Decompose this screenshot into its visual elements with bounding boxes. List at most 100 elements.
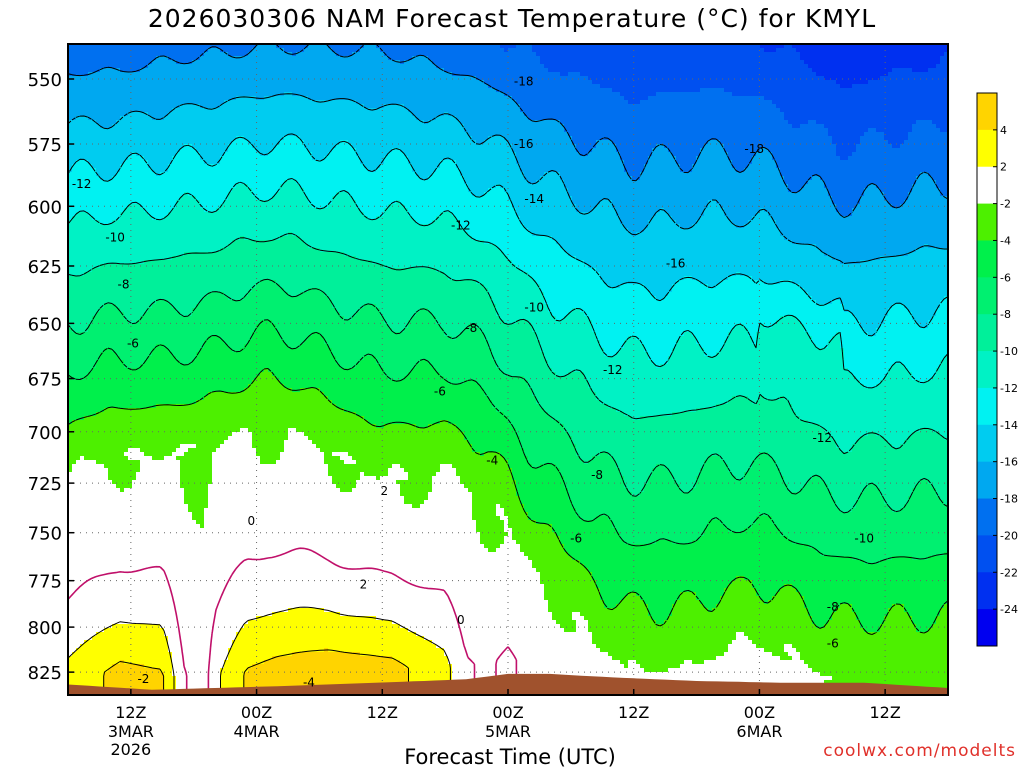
field-cell <box>176 356 197 361</box>
field-cell <box>564 316 589 321</box>
field-cell <box>544 64 809 69</box>
field-cell <box>820 552 945 557</box>
field-cell <box>528 516 581 521</box>
field-cell <box>648 604 673 609</box>
field-cell <box>664 620 813 625</box>
field-cell <box>880 492 913 497</box>
field-cell <box>68 380 253 385</box>
field-cell <box>692 332 729 337</box>
field-cell <box>552 612 573 617</box>
field-cell <box>68 64 149 69</box>
field-cell <box>940 364 948 369</box>
field-cell <box>644 488 681 493</box>
field-cell <box>852 208 948 213</box>
field-cell <box>392 620 557 625</box>
field-cell <box>524 224 625 229</box>
field-cell <box>320 332 445 337</box>
field-cell <box>68 384 249 389</box>
field-cell <box>908 136 948 141</box>
field-cell <box>412 316 437 321</box>
field-cell <box>364 304 377 309</box>
field-cell <box>508 532 513 537</box>
field-cell <box>588 624 817 629</box>
field-cell <box>588 380 861 385</box>
field-cell <box>196 352 333 357</box>
field-cell <box>412 368 437 373</box>
field-cell <box>476 380 529 385</box>
field-cell <box>292 232 469 237</box>
credit-link[interactable]: coolwx.com/modelts <box>823 741 1016 761</box>
field-cell <box>80 644 169 649</box>
field-cell <box>888 140 905 145</box>
field-cell <box>756 456 773 461</box>
field-cell <box>448 276 533 281</box>
field-cell <box>484 240 557 245</box>
field-cell <box>184 144 193 149</box>
field-cell <box>696 160 733 165</box>
field-cell <box>112 348 153 353</box>
field-cell <box>68 520 197 525</box>
field-cell <box>356 364 381 369</box>
field-cell <box>488 84 601 89</box>
field-cell <box>352 144 513 149</box>
field-cell <box>672 612 809 617</box>
field-cell <box>500 316 557 321</box>
x-tick-date-label: 5MAR <box>485 722 531 741</box>
colorbar-swatch <box>977 203 997 241</box>
field-cell <box>68 420 73 425</box>
field-cell <box>288 436 309 441</box>
field-cell <box>700 472 733 477</box>
field-cell <box>824 252 909 257</box>
field-cell <box>256 616 377 621</box>
field-cell <box>760 328 805 333</box>
field-cell <box>912 432 941 437</box>
field-cell <box>796 316 857 321</box>
field-cell <box>788 120 809 125</box>
field-cell <box>68 500 185 505</box>
field-cell <box>100 68 121 73</box>
field-cell <box>684 276 693 281</box>
field-cell <box>876 184 913 189</box>
field-cell <box>700 88 725 93</box>
field-cell <box>640 340 677 345</box>
field-cell <box>888 440 905 445</box>
field-cell <box>196 196 229 201</box>
field-cell <box>604 600 621 605</box>
field-cell <box>808 120 817 125</box>
field-cell <box>616 212 657 217</box>
field-cell <box>172 156 201 161</box>
field-cell <box>204 296 229 301</box>
colorbar-label: -6 <box>1000 271 1011 284</box>
colorbar: 42-2-4-6-8-10-12-14-16-18-20-22-24 <box>976 92 1018 647</box>
field-cell <box>912 316 933 321</box>
field-cell <box>528 180 537 185</box>
field-cell <box>88 160 125 165</box>
field-cell <box>776 104 948 109</box>
field-cell <box>68 504 189 509</box>
field-cell <box>844 364 893 369</box>
field-cell <box>204 52 229 57</box>
field-cell <box>520 500 573 505</box>
contour-label: 2 <box>360 577 368 591</box>
field-cell <box>96 172 117 177</box>
field-cell <box>836 440 857 445</box>
field-cell <box>904 140 948 145</box>
field-cell <box>164 632 237 637</box>
field-cell <box>528 272 601 277</box>
field-cell <box>456 468 513 473</box>
field-cell <box>532 44 761 49</box>
field-cell <box>904 440 948 445</box>
field-cell <box>68 460 77 465</box>
field-cell <box>440 160 457 165</box>
field-cell <box>536 568 589 573</box>
field-cell <box>876 332 948 337</box>
field-cell <box>616 408 697 413</box>
field-cell <box>320 388 485 393</box>
field-cell <box>384 316 413 321</box>
field-cell <box>544 172 561 177</box>
field-cell <box>68 80 485 85</box>
field-cell <box>884 132 909 137</box>
field-cell <box>68 140 233 145</box>
field-cell <box>360 308 381 313</box>
field-cell <box>68 340 205 345</box>
